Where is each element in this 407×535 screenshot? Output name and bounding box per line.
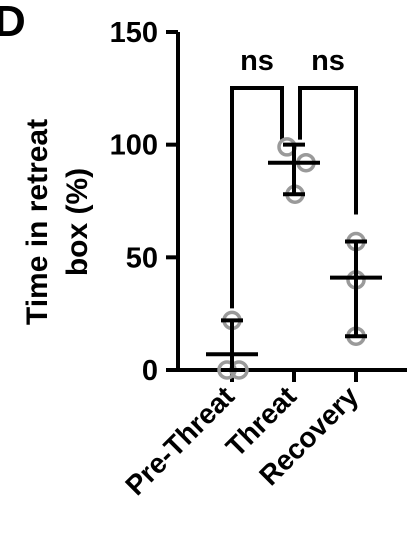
y-tick-label: 150 [110, 17, 158, 49]
significance-label: ns [311, 45, 345, 77]
y-axis-title-line1: Time in retreat [21, 119, 54, 325]
y-tick-label: 50 [126, 242, 158, 274]
error-bars [206, 142, 382, 372]
significance-bracket [230, 86, 284, 309]
significance-bracket [298, 86, 358, 215]
y-tick-label: 100 [110, 130, 158, 162]
significance-label: ns [240, 45, 274, 77]
y-axis-title-line2: box (%) [61, 168, 94, 276]
significance-brackets: ns ns [230, 45, 358, 309]
panel-letter: D [0, 0, 26, 46]
y-tick-label: 0 [142, 355, 158, 387]
y-ticks: 0 50 100 150 [110, 17, 178, 387]
data-points [217, 137, 366, 380]
y-axis-title: Time in retreat box (%) [21, 119, 94, 325]
